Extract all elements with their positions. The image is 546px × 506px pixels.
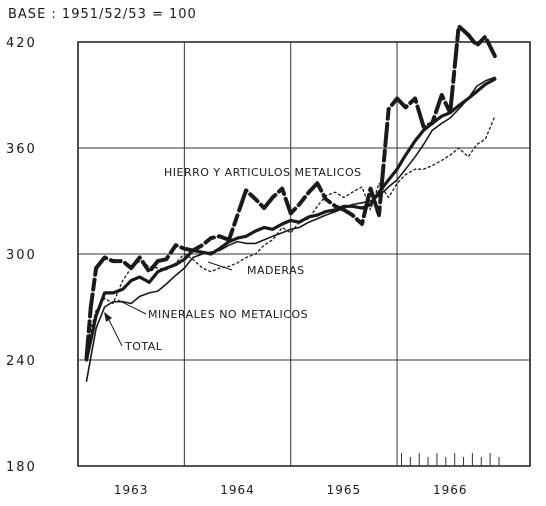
leader-line <box>207 261 233 271</box>
x-axis-ticks: 1963 1964 1965 1966 <box>114 483 468 497</box>
leader-arrowhead <box>104 312 112 322</box>
series-annotation: HIERRO Y ARTICULOS METALICOS <box>164 166 362 179</box>
leader-line <box>107 317 123 347</box>
series-line-total <box>84 77 497 362</box>
series-line-maderas <box>85 115 496 347</box>
x-tick-label: 1964 <box>220 483 255 497</box>
leader-line <box>117 299 147 315</box>
series-annotation: TOTAL <box>124 340 163 353</box>
series-lines <box>84 24 497 383</box>
y-tick-label: 240 <box>6 354 37 369</box>
grid <box>77 41 531 467</box>
y-tick-label: 360 <box>6 142 37 157</box>
series-annotations: HIERRO Y ARTICULOS METALICOS MADERAS MINER… <box>104 166 362 353</box>
series-annotation: MADERAS <box>247 264 305 277</box>
y-axis-ticks: 420 360 300 240 180 <box>6 36 37 475</box>
y-tick-label: 420 <box>6 36 37 51</box>
base-note: BASE : 1951/52/53 = 100 <box>8 7 197 22</box>
y-tick-label: 300 <box>6 248 37 263</box>
y-tick-label: 180 <box>6 460 37 475</box>
series-annotation: MINERALES NO METALICOS <box>148 308 308 321</box>
x-tick-label: 1965 <box>327 483 362 497</box>
series-line-minerales-no-metalicos <box>85 76 496 383</box>
series-line-hierro-y-articulos-metalicos <box>84 24 497 361</box>
x-tick-label: 1966 <box>433 483 468 497</box>
x-tick-label: 1963 <box>114 483 149 497</box>
